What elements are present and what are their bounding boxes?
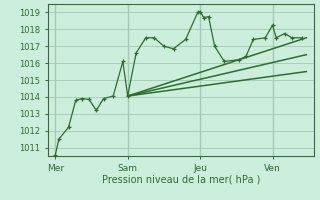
X-axis label: Pression niveau de la mer( hPa ): Pression niveau de la mer( hPa ) <box>102 174 260 184</box>
